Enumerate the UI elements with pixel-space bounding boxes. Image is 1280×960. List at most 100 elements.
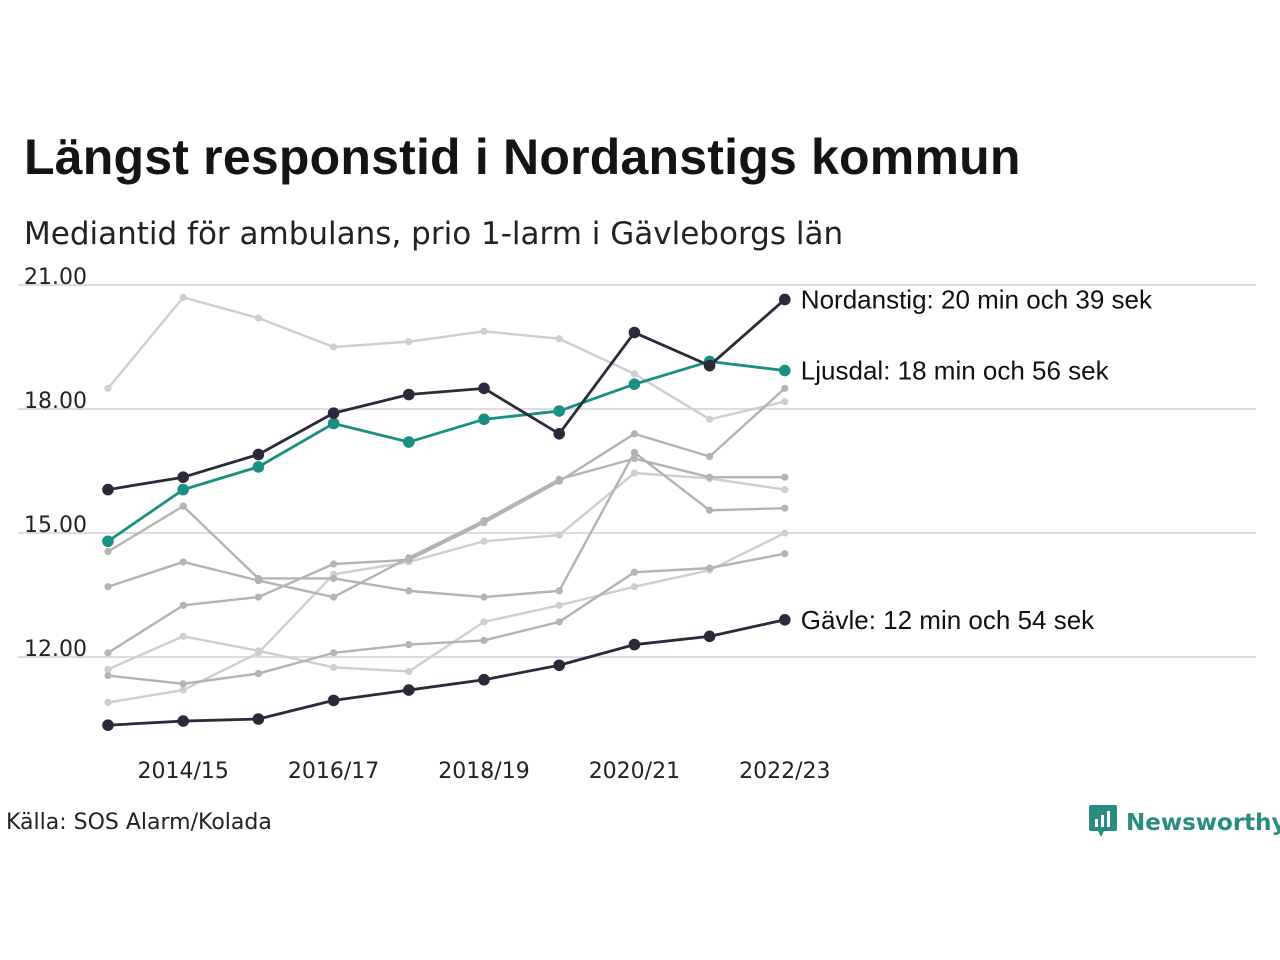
data-point-series-6 <box>706 564 714 572</box>
series-line-series-5 <box>106 387 786 655</box>
x-tick-label: 2022/23 <box>739 759 830 784</box>
data-point-series-6 <box>405 641 413 649</box>
chart-subtitle: Mediantid för ambulans, prio 1-larm i Gä… <box>24 216 844 252</box>
data-point-series-1 <box>480 537 488 545</box>
data-point-series-5 <box>480 519 488 527</box>
data-point-series-6 <box>254 669 262 678</box>
series-line-gävle <box>106 618 787 727</box>
data-point-series-1 <box>179 686 187 694</box>
data-point-series-4 <box>781 473 789 481</box>
y-tick-label: 21.00 <box>24 265 87 290</box>
data-point-nordanstig <box>703 359 716 372</box>
data-point-series-6 <box>781 550 789 558</box>
data-point-series-4 <box>330 593 338 601</box>
data-point-nordanstig <box>102 483 114 496</box>
data-point-nordanstig <box>252 448 265 461</box>
data-point-series-4 <box>254 576 262 585</box>
data-point-series-5 <box>555 477 563 485</box>
data-point-series-6 <box>179 680 187 688</box>
series-line-series-2 <box>106 531 786 673</box>
data-point-series-2 <box>179 632 187 640</box>
x-tick-label: 2018/19 <box>438 759 529 784</box>
data-point-series-1 <box>630 469 639 477</box>
data-point-nordanstig <box>403 388 415 401</box>
data-point-nordanstig <box>327 407 340 419</box>
x-tick-label: 2016/17 <box>288 759 379 784</box>
data-point-ljusdal <box>177 483 189 496</box>
data-point-nordanstig <box>177 471 189 484</box>
data-point-series-0 <box>179 293 187 301</box>
series-label-gävle: Gävle: 12 min och 54 sek <box>801 605 1095 635</box>
data-point-series-3 <box>405 587 413 595</box>
data-point-gävle <box>102 719 114 731</box>
chart-title: Längst responstid i Nordanstigs kommun <box>24 129 1021 185</box>
data-point-nordanstig <box>478 382 490 395</box>
data-point-ljusdal <box>553 405 565 417</box>
line-chart: 12.00 15.00 18.00 21.00 2014/15 2016/17 2018/1… <box>18 265 1256 784</box>
data-point-gävle <box>177 715 189 727</box>
data-point-series-1 <box>555 531 563 539</box>
data-point-series-6 <box>330 649 338 657</box>
data-point-series-3 <box>480 593 488 601</box>
data-point-series-0 <box>104 384 112 392</box>
data-point-series-1 <box>104 698 112 707</box>
data-point-gävle <box>628 638 641 651</box>
data-point-ljusdal <box>779 364 791 377</box>
brand-name: Newsworthy <box>1126 810 1280 836</box>
series-label-nordanstig: Nordanstig: 20 min och 39 sek <box>801 284 1153 314</box>
series-label-ljusdal: Ljusdal: 18 min och 56 sek <box>801 356 1110 386</box>
series-line-series-4 <box>106 457 786 599</box>
data-point-series-6 <box>630 568 639 576</box>
source-note: Källa: SOS Alarm/Kolada <box>6 810 272 835</box>
series-line-ljusdal <box>106 360 787 543</box>
newsworthy-logo-icon <box>1088 804 1118 842</box>
data-point-ljusdal <box>403 436 415 448</box>
data-point-nordanstig <box>779 293 791 306</box>
data-point-series-3 <box>104 548 112 556</box>
data-point-gävle <box>553 659 565 672</box>
data-point-series-6 <box>555 618 563 626</box>
data-point-series-2 <box>104 665 112 674</box>
data-point-series-5 <box>781 384 789 392</box>
data-point-series-2 <box>555 601 563 609</box>
series-line-nordanstig <box>106 298 787 492</box>
data-point-ljusdal <box>327 417 340 430</box>
data-point-series-5 <box>179 601 187 609</box>
data-point-series-6 <box>104 672 112 680</box>
data-point-series-2 <box>630 583 639 591</box>
data-point-series-3 <box>179 502 187 510</box>
data-point-ljusdal <box>478 413 490 426</box>
data-point-series-0 <box>330 343 338 351</box>
data-point-series-3 <box>630 448 639 456</box>
data-point-series-0 <box>405 338 413 346</box>
data-point-series-2 <box>480 618 488 626</box>
data-point-series-4 <box>104 583 112 591</box>
data-point-series-6 <box>480 636 488 645</box>
data-point-series-5 <box>254 593 262 601</box>
data-point-series-1 <box>781 486 789 494</box>
y-tick-label: 15.00 <box>24 513 87 538</box>
y-tick-label: 12.00 <box>24 637 87 662</box>
newsworthy-brand[interactable]: Newsworthy <box>1088 804 1280 842</box>
data-point-series-0 <box>781 397 789 406</box>
data-point-series-4 <box>630 455 639 463</box>
data-point-gävle <box>779 614 791 626</box>
series-line-series-1 <box>106 471 786 704</box>
data-point-ljusdal <box>628 378 641 391</box>
data-point-series-3 <box>781 504 789 512</box>
data-point-ljusdal <box>252 461 265 473</box>
data-point-series-0 <box>555 335 563 343</box>
x-tick-label: 2014/15 <box>137 759 228 784</box>
data-point-series-3 <box>706 506 714 514</box>
data-point-gävle <box>252 713 265 725</box>
data-point-series-2 <box>330 663 338 671</box>
data-point-gävle <box>403 684 415 696</box>
data-point-series-0 <box>254 314 262 322</box>
data-point-series-5 <box>405 556 413 564</box>
data-point-series-5 <box>330 560 338 568</box>
data-point-series-3 <box>330 574 338 583</box>
series-line-series-0 <box>106 296 786 421</box>
data-point-series-2 <box>781 529 789 537</box>
data-point-gävle <box>703 630 716 643</box>
series-line-series-6 <box>106 552 786 686</box>
